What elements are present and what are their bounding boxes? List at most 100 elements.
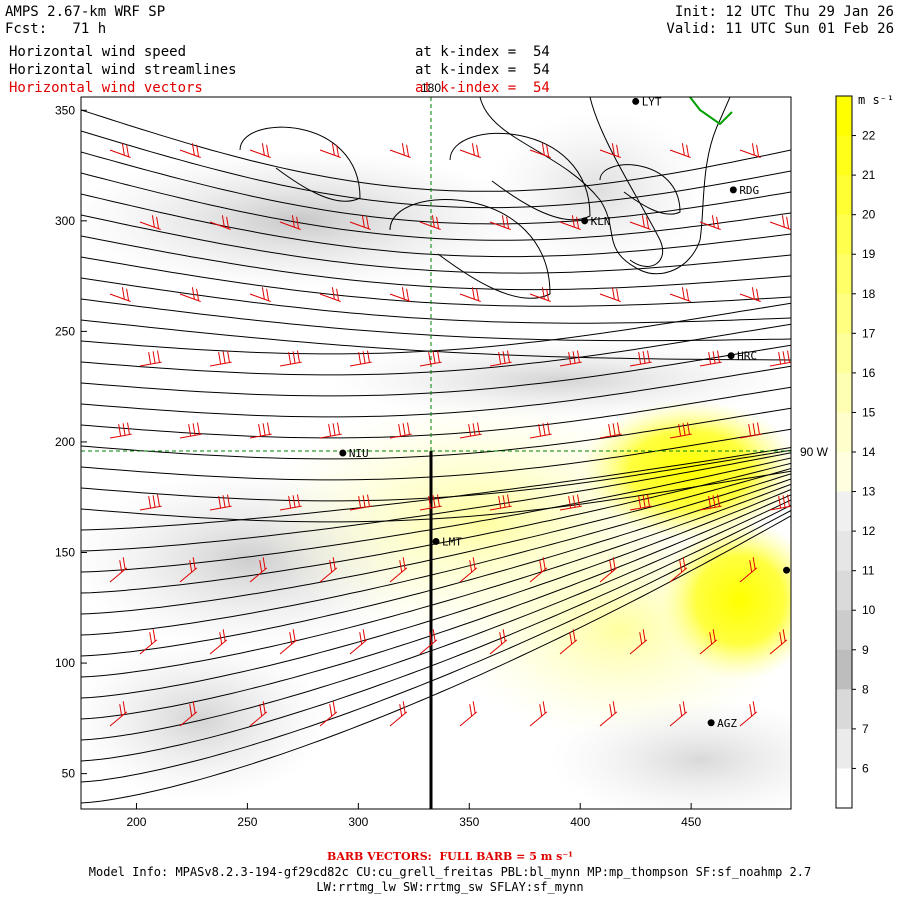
field-level-streamlines: at k-index = 54 bbox=[415, 62, 550, 78]
colorbar-label: 21 bbox=[862, 168, 876, 182]
wind-barb bbox=[489, 215, 511, 230]
colorbar-bin bbox=[836, 649, 852, 690]
wind-barb bbox=[629, 494, 652, 511]
streamline bbox=[81, 489, 791, 699]
wind-barb bbox=[669, 701, 688, 727]
station-marker bbox=[783, 566, 791, 574]
model-title: AMPS 2.67-km WRF SP bbox=[5, 4, 166, 20]
wind-barb bbox=[769, 494, 791, 511]
wind-barb bbox=[209, 629, 228, 655]
wind-barb bbox=[319, 143, 341, 158]
wind-barb bbox=[109, 701, 128, 727]
wind-barb bbox=[459, 557, 478, 583]
field-level-speed: at k-index = 54 bbox=[415, 44, 550, 60]
wind-barb bbox=[349, 629, 368, 655]
wind-barb bbox=[739, 701, 758, 727]
wind-barb bbox=[109, 422, 132, 439]
wind-barb bbox=[279, 494, 302, 511]
wind-barb bbox=[489, 350, 512, 367]
wind-barb bbox=[179, 287, 201, 302]
colorbar-bin bbox=[836, 491, 852, 532]
colorbar-label: 6 bbox=[862, 761, 869, 775]
streamline bbox=[81, 515, 791, 804]
streamline bbox=[81, 483, 791, 678]
station-marker bbox=[727, 352, 735, 360]
wind-barbs bbox=[109, 143, 791, 727]
wind-barb bbox=[319, 287, 341, 302]
wind-barb bbox=[389, 422, 412, 439]
station-markers: LYT RDG KLN HRC NIU LMT AGZ bbox=[339, 95, 791, 730]
streamline bbox=[81, 302, 791, 355]
colorbar-label: 7 bbox=[862, 722, 869, 736]
wind-barb bbox=[699, 215, 721, 230]
streamline bbox=[81, 151, 791, 225]
wind-barb bbox=[109, 143, 131, 158]
model-info: Model Info: MPASv8.2.3-194-gf29cd82c CU:… bbox=[88, 865, 812, 879]
wind-barb bbox=[109, 557, 128, 583]
wind-barb bbox=[349, 494, 372, 511]
axis-ticks: 200 250 300 350 400 450 350 300 250 200 150 100 50 bbox=[55, 103, 702, 829]
wind-barb bbox=[489, 494, 512, 511]
station-marker bbox=[707, 719, 715, 727]
wind-barb bbox=[559, 215, 581, 230]
streamline bbox=[81, 494, 791, 720]
colorbar-label: 19 bbox=[862, 247, 876, 261]
colorbar-bin bbox=[836, 293, 852, 334]
wind-barb bbox=[669, 287, 691, 302]
x-tick-label: 450 bbox=[681, 815, 701, 829]
colorbar-bin bbox=[836, 214, 852, 255]
wind-barb bbox=[769, 629, 788, 655]
colorbar-label: 8 bbox=[862, 682, 869, 696]
wind-barb bbox=[459, 701, 478, 727]
init-time: Init: 12 UTC Thu 29 Jan 26 bbox=[674, 4, 894, 20]
wind-barb bbox=[249, 143, 271, 158]
streamline bbox=[81, 510, 791, 783]
wind-barb bbox=[249, 557, 268, 583]
wind-barb bbox=[599, 701, 618, 727]
colorbar-label: 9 bbox=[862, 643, 869, 657]
colorbar-bin bbox=[836, 531, 852, 572]
colorbar-bin bbox=[836, 135, 852, 176]
wind-barb bbox=[349, 215, 371, 230]
wind-barb bbox=[209, 494, 232, 511]
wind-barb bbox=[529, 143, 551, 158]
streamline bbox=[81, 214, 791, 274]
wind-barb bbox=[599, 287, 621, 302]
wind-barb bbox=[559, 494, 582, 511]
streamline bbox=[81, 109, 791, 192]
streamline bbox=[81, 323, 791, 376]
wind-barb bbox=[459, 143, 481, 158]
wind-barb bbox=[389, 557, 408, 583]
station-label: KLN bbox=[591, 215, 611, 228]
wind-barb bbox=[319, 701, 338, 727]
streamline bbox=[81, 468, 791, 615]
wind-barb bbox=[699, 350, 722, 367]
wind-barb bbox=[419, 494, 442, 511]
station-marker bbox=[632, 97, 640, 105]
y-tick-label: 200 bbox=[55, 435, 75, 449]
wind-barb bbox=[249, 422, 272, 439]
wind-barb bbox=[279, 215, 301, 230]
wind-barb bbox=[459, 422, 482, 439]
colorbar-bin bbox=[836, 570, 852, 611]
wind-barb bbox=[559, 629, 578, 655]
wind-barb bbox=[669, 557, 688, 583]
wind-barb bbox=[529, 422, 552, 439]
streamline bbox=[81, 130, 791, 209]
streamline bbox=[449, 132, 591, 221]
streamline bbox=[81, 478, 791, 657]
x-tick-label: 300 bbox=[348, 815, 368, 829]
colorbar-label: 16 bbox=[862, 366, 876, 380]
wind-barb bbox=[419, 350, 442, 367]
colorbar: 22 21 20 19 18 17 16 15 14 13 12 11 10 9 8 7 6 bbox=[835, 95, 876, 809]
wind-barb bbox=[419, 629, 438, 655]
station-label: LYT bbox=[642, 95, 662, 108]
wind-barb bbox=[489, 629, 508, 655]
wind-barb bbox=[249, 701, 268, 727]
wind-barb bbox=[179, 422, 202, 439]
x-tick-label: 350 bbox=[459, 815, 479, 829]
streamline bbox=[81, 407, 791, 460]
y-tick-label: 250 bbox=[55, 324, 75, 338]
streamline bbox=[81, 344, 791, 397]
